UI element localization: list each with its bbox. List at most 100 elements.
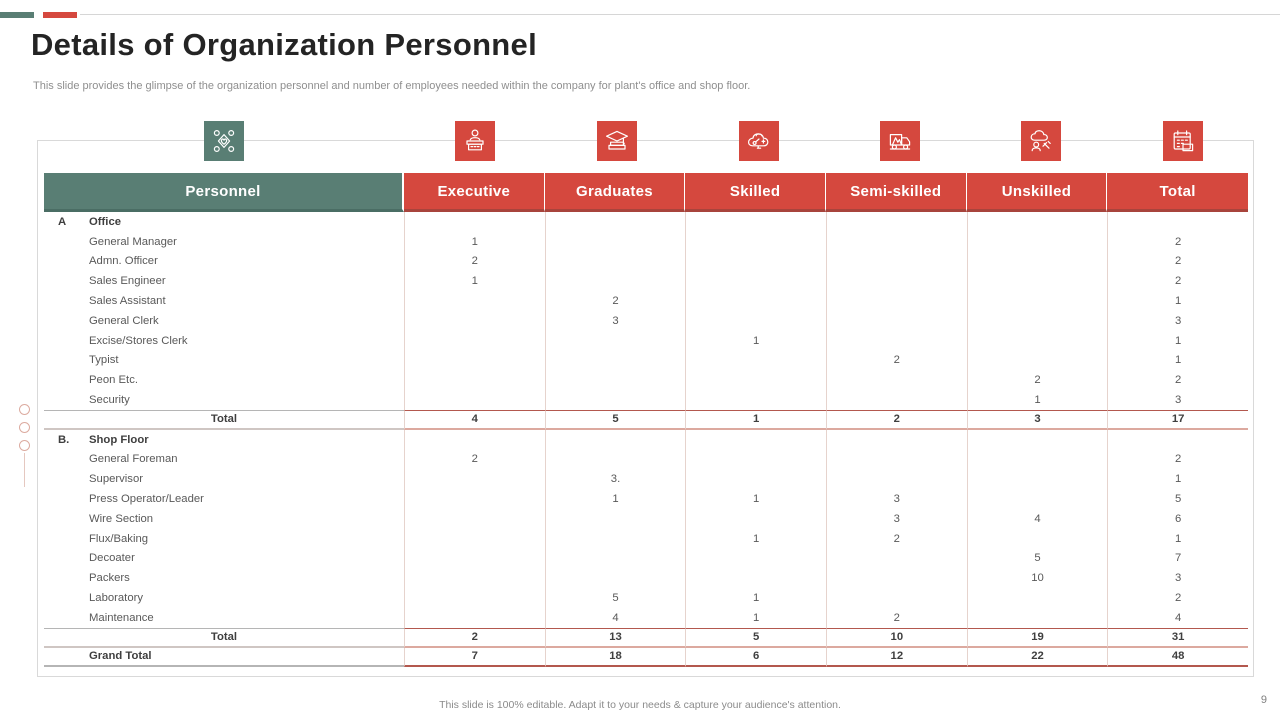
value-cell xyxy=(685,271,826,292)
row-label: Press Operator/Leader xyxy=(89,493,204,506)
margin-dot xyxy=(19,440,30,451)
value-cell: 17 xyxy=(1107,409,1248,430)
row-label: Office xyxy=(89,215,122,228)
value-cell xyxy=(544,429,686,450)
value-cell xyxy=(1107,212,1248,232)
header-skilled: Skilled xyxy=(685,173,826,212)
value-cell xyxy=(826,429,967,450)
personnel-cell: Maintenance xyxy=(44,608,404,628)
value-cell: 2 xyxy=(1107,251,1248,272)
personnel-cell: Security xyxy=(44,390,404,410)
value-cell xyxy=(685,370,826,391)
value-cell xyxy=(685,429,826,450)
row-label: General Manager xyxy=(89,235,177,248)
total-row: Total 4 5 1 2 3 17 xyxy=(44,409,1248,430)
personnel-cell: Sales Assistant xyxy=(44,291,404,311)
value-cell xyxy=(544,370,686,391)
total-row: Total 2 13 5 10 19 31 xyxy=(44,627,1248,648)
value-cell: 1 xyxy=(1107,330,1248,351)
personnel-cell: General Manager xyxy=(44,232,404,252)
row-label: Sales Assistant xyxy=(89,295,166,308)
value-cell: 4 xyxy=(404,409,545,430)
team-icon xyxy=(204,121,244,161)
value-cell: 2 xyxy=(826,607,967,628)
total-icon xyxy=(1163,121,1203,161)
table-row: Decoater 5 7 xyxy=(44,548,1248,569)
value-cell: 1 xyxy=(685,607,826,628)
executive-icon xyxy=(455,121,495,161)
value-cell xyxy=(404,528,545,549)
value-cell xyxy=(404,489,545,509)
value-cell: 2 xyxy=(966,370,1108,391)
value-cell: 48 xyxy=(1107,647,1248,668)
skilled-icon xyxy=(739,121,779,161)
margin-dot xyxy=(19,404,30,415)
value-cell xyxy=(404,588,545,608)
value-cell xyxy=(826,310,967,331)
row-label: Grand Total xyxy=(89,650,152,663)
value-cell: 2 xyxy=(826,350,967,371)
value-cell: 1 xyxy=(685,528,826,549)
value-cell xyxy=(966,528,1108,549)
value-cell xyxy=(966,291,1108,311)
value-cell xyxy=(685,251,826,272)
value-cell xyxy=(826,231,967,252)
value-cell: 2 xyxy=(826,528,967,549)
value-cell xyxy=(404,370,545,391)
value-cell: 6 xyxy=(1107,508,1248,529)
value-cell xyxy=(685,291,826,311)
value-cell: 5 xyxy=(1107,489,1248,509)
value-cell xyxy=(966,489,1108,509)
table-body: A Office General Manager 1 2 Admn. Officer 2 2 S… xyxy=(44,212,1248,668)
unskilled-icon xyxy=(1021,121,1061,161)
footer-note: This slide is 100% editable. Adapt it to… xyxy=(439,699,841,711)
value-cell: 3 xyxy=(826,489,967,509)
row-label: Laboratory xyxy=(89,592,144,605)
table-row: Press Operator/Leader 1 1 3 5 xyxy=(44,489,1248,509)
row-label: Shop Floor xyxy=(89,433,149,446)
table-row: General Clerk 3 3 xyxy=(44,310,1248,331)
value-cell: 2 xyxy=(1107,271,1248,292)
value-cell xyxy=(404,291,545,311)
header-total: Total xyxy=(1107,173,1248,212)
value-cell: 3 xyxy=(1107,390,1248,410)
personnel-cell: Packers xyxy=(44,568,404,588)
value-cell: 1 xyxy=(685,409,826,430)
header-personnel: Personnel xyxy=(44,173,404,212)
row-label: Packers xyxy=(89,572,130,585)
value-cell xyxy=(966,350,1108,371)
value-cell xyxy=(544,251,686,272)
value-cell: 10 xyxy=(966,568,1108,589)
value-cell xyxy=(685,350,826,371)
row-label: Excise/Stores Clerk xyxy=(89,334,188,347)
graduates-icon xyxy=(597,121,637,161)
value-cell xyxy=(544,528,686,549)
value-cell xyxy=(404,568,545,589)
value-cell xyxy=(966,271,1108,292)
value-cell xyxy=(404,607,545,628)
header-graduates: Graduates xyxy=(544,173,686,212)
value-cell xyxy=(404,310,545,331)
row-label: Decoater xyxy=(89,552,135,565)
personnel-cell: General Clerk xyxy=(44,311,404,331)
table-row: Security 1 3 xyxy=(44,390,1248,410)
value-cell: 2 xyxy=(1107,231,1248,252)
value-cell xyxy=(544,548,686,569)
value-cell xyxy=(404,212,545,232)
value-cell: 1 xyxy=(685,588,826,608)
value-cell: 1 xyxy=(404,271,545,292)
table-row: Admn. Officer 2 2 xyxy=(44,251,1248,272)
value-cell: 7 xyxy=(1107,548,1248,569)
header-unskilled: Unskilled xyxy=(966,173,1108,212)
value-cell: 5 xyxy=(544,409,686,430)
value-cell xyxy=(685,390,826,410)
header-executive: Executive xyxy=(404,173,545,212)
value-cell: 10 xyxy=(826,627,967,648)
table-row: Laboratory 5 1 2 xyxy=(44,588,1248,608)
value-cell xyxy=(544,350,686,371)
personnel-cell: Decoater xyxy=(44,549,404,569)
table-row: Supervisor 3. 1 xyxy=(44,469,1248,490)
value-cell xyxy=(685,568,826,589)
value-cell xyxy=(404,350,545,371)
section-letter: B. xyxy=(58,433,70,446)
